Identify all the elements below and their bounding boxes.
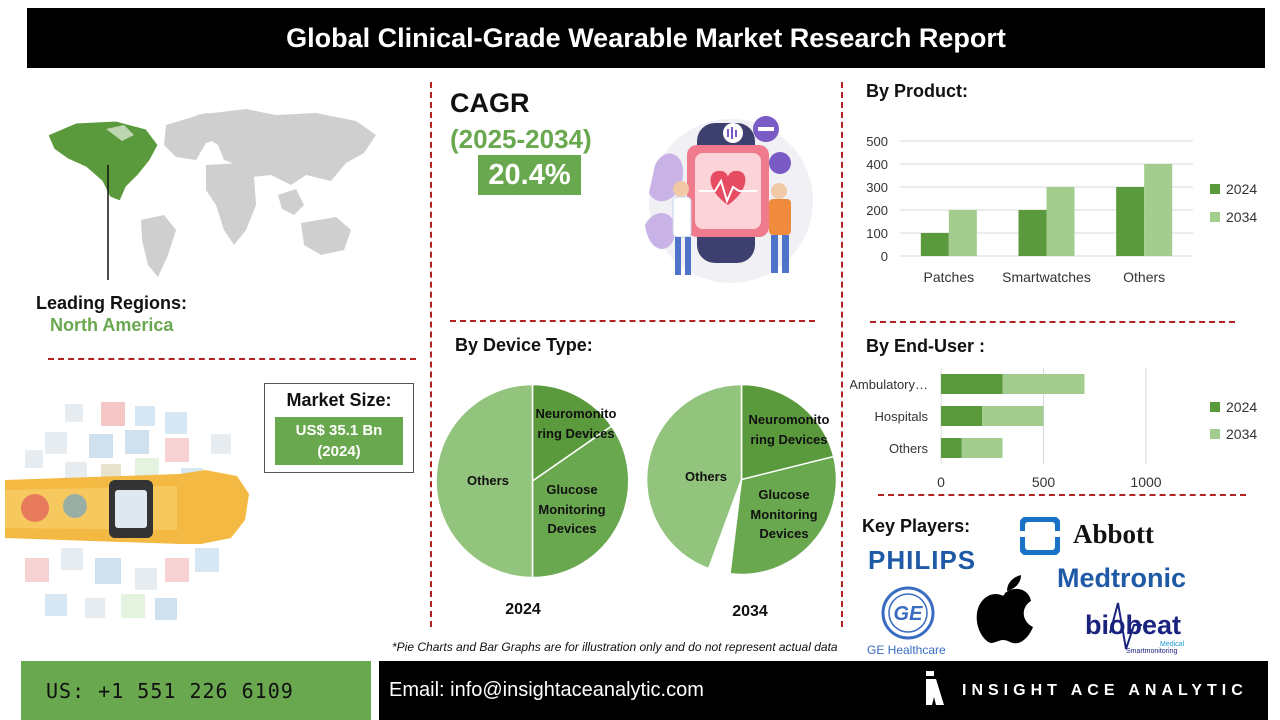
pie-2034-year-label: 2034 (732, 603, 768, 620)
divider-left (430, 82, 432, 627)
end-user-legend-label-2024: 2024 (1226, 399, 1257, 415)
pie-2024-slice-glucose (531, 425, 630, 579)
product-ytick-label: 100 (866, 226, 888, 241)
smartwatch-doctor-illustration (645, 116, 813, 283)
wearable-collage-illustration (5, 402, 249, 620)
footer-email[interactable]: Email: info@insightaceanalytic.com (389, 679, 704, 701)
pie-2024: Neuromonito ring Devices Glucose Monitorin… (435, 383, 630, 618)
product-bar-2024-others (1116, 187, 1145, 256)
pie-2034-label-neuromonitoring: Neuromonito ring Devices (749, 412, 830, 447)
product-legend-label-2034: 2034 (1226, 209, 1257, 225)
product-ytick-label: 500 (866, 134, 888, 149)
medtronic-logo: Medtronic (1057, 563, 1187, 593)
pie-2024-slice-neuromonitoring (531, 383, 613, 483)
product-legend-swatch-2024 (1210, 184, 1220, 194)
product-category-label: Smartwatches (1002, 269, 1091, 285)
product-heading: By Product: (866, 81, 969, 101)
pie-2034: Neuromonito ring Devices Glucose Monitorin… (645, 383, 838, 620)
footer-phone[interactable]: US: +1 551 226 6109 (21, 661, 371, 720)
divider-product (870, 321, 1235, 323)
divider-cagr (450, 320, 815, 322)
end-user-bar-chart: 0 500 1000 Ambulatory… Hospitals Others 2024 2… (850, 368, 1257, 490)
end-user-bar-2034-1 (982, 406, 1044, 426)
device-type-pie-charts: Neuromonito ring Devices Glucose Monitorin… (435, 383, 838, 620)
key-players-heading: Key Players: (862, 516, 971, 536)
biobeat-smartmonitoring-label: Smartmonitoring (1126, 648, 1178, 655)
insightace-logo-icon (926, 671, 944, 705)
svg-text:GE: GE (894, 603, 924, 625)
pie-2034-label-others: Others (685, 469, 727, 484)
product-ytick-label: 400 (866, 157, 888, 172)
end-user-bar-2034-0 (1002, 374, 1085, 394)
product-legend-label-2024: 2024 (1226, 181, 1257, 197)
product-ytick-label: 300 (866, 180, 888, 195)
product-ytick-label: 200 (866, 203, 888, 218)
product-ytick-label: 0 (881, 249, 888, 264)
product-bar-2034-patches (948, 210, 977, 256)
divider-enduser (878, 494, 1246, 496)
regions-value: North America (50, 315, 174, 335)
apple-logo-icon (976, 575, 1033, 644)
product-bar-2024-patches (920, 233, 949, 256)
product-category-label: Patches (924, 269, 975, 285)
pie-2034-slice-others (645, 383, 743, 570)
product-bar-chart: 0 100 200 300 400 500 Patches Smartwatches Other… (866, 134, 1257, 285)
product-category-label: Others (1123, 269, 1165, 285)
illustration-note: *Pie Charts and Bar Graphs are for illus… (392, 640, 838, 654)
pie-2024-year-label: 2024 (505, 601, 541, 618)
pie-2024-label-others: Others (467, 473, 509, 488)
biobeat-pulse-icon (1109, 602, 1142, 650)
market-size-amount: US$ 35.1 Bn (295, 422, 383, 439)
pie-2024-slice-others (435, 383, 534, 579)
footer-bar: Email: info@insightaceanalytic.com INSIG… (379, 661, 1268, 720)
end-user-category-label: Ambulatory… (850, 377, 928, 392)
pie-2034-label-glucose: Glucose Monitoring Devices (750, 487, 817, 541)
abbott-symbol-icon (1020, 517, 1060, 555)
world-map-illustration (47, 109, 376, 280)
end-user-heading: By End-User : (866, 336, 986, 356)
end-user-category-label: Others (889, 441, 929, 456)
end-user-xtick-label: 500 (1032, 474, 1056, 490)
product-legend-swatch-2034 (1210, 212, 1220, 222)
end-user-bar-2024-2 (941, 438, 962, 458)
footer-brand: INSIGHT ACE ANALYTIC (962, 682, 1248, 699)
market-size-label: Market Size: (286, 390, 392, 410)
end-user-legend-label-2034: 2034 (1226, 426, 1257, 442)
ge-healthcare-icon: GE (881, 586, 935, 640)
end-user-legend-swatch-2034 (1210, 429, 1220, 439)
divider-regions (48, 358, 416, 360)
regions-label: Leading Regions: (36, 293, 188, 313)
philips-logo: PHILIPS (868, 545, 977, 575)
product-bar-2034-others (1144, 164, 1173, 256)
divider-right (841, 82, 843, 627)
end-user-legend-swatch-2024 (1210, 402, 1220, 412)
pie-2024-label-glucose: Glucose Monitoring Devices (538, 482, 605, 536)
cagr-value: 20.4% (478, 155, 581, 195)
ge-healthcare-logo: GE Healthcare (867, 643, 946, 657)
cagr-period: (2025-2034) (450, 124, 592, 154)
end-user-bar-2034-2 (961, 438, 1003, 458)
end-user-category-label: Hospitals (875, 409, 929, 424)
pie-2024-label-neuromonitoring: Neuromonito ring Devices (536, 406, 617, 441)
market-size-year: (2024) (317, 443, 361, 460)
biobeat-medical-label: Medical (1160, 641, 1185, 648)
end-user-xtick-label: 0 (937, 474, 945, 490)
product-bar-2024-smartwatches (1018, 210, 1047, 256)
market-size-value: US$ 35.1 Bn (2024) (275, 417, 403, 465)
end-user-xtick-label: 1000 (1130, 474, 1161, 490)
product-bar-2034-smartwatches (1046, 187, 1075, 256)
end-user-bar-2024-1 (941, 406, 982, 426)
cagr-label: CAGR (450, 88, 530, 118)
pie-2034-slice-glucose (729, 455, 838, 576)
abbott-logo: Abbott (1073, 519, 1155, 549)
market-size-box: Market Size: US$ 35.1 Bn (2024) (264, 383, 414, 473)
end-user-bar-2024-0 (941, 374, 1003, 394)
device-type-heading: By Device Type: (455, 335, 593, 355)
page-title: Global Clinical-Grade Wearable Market Re… (27, 8, 1265, 68)
